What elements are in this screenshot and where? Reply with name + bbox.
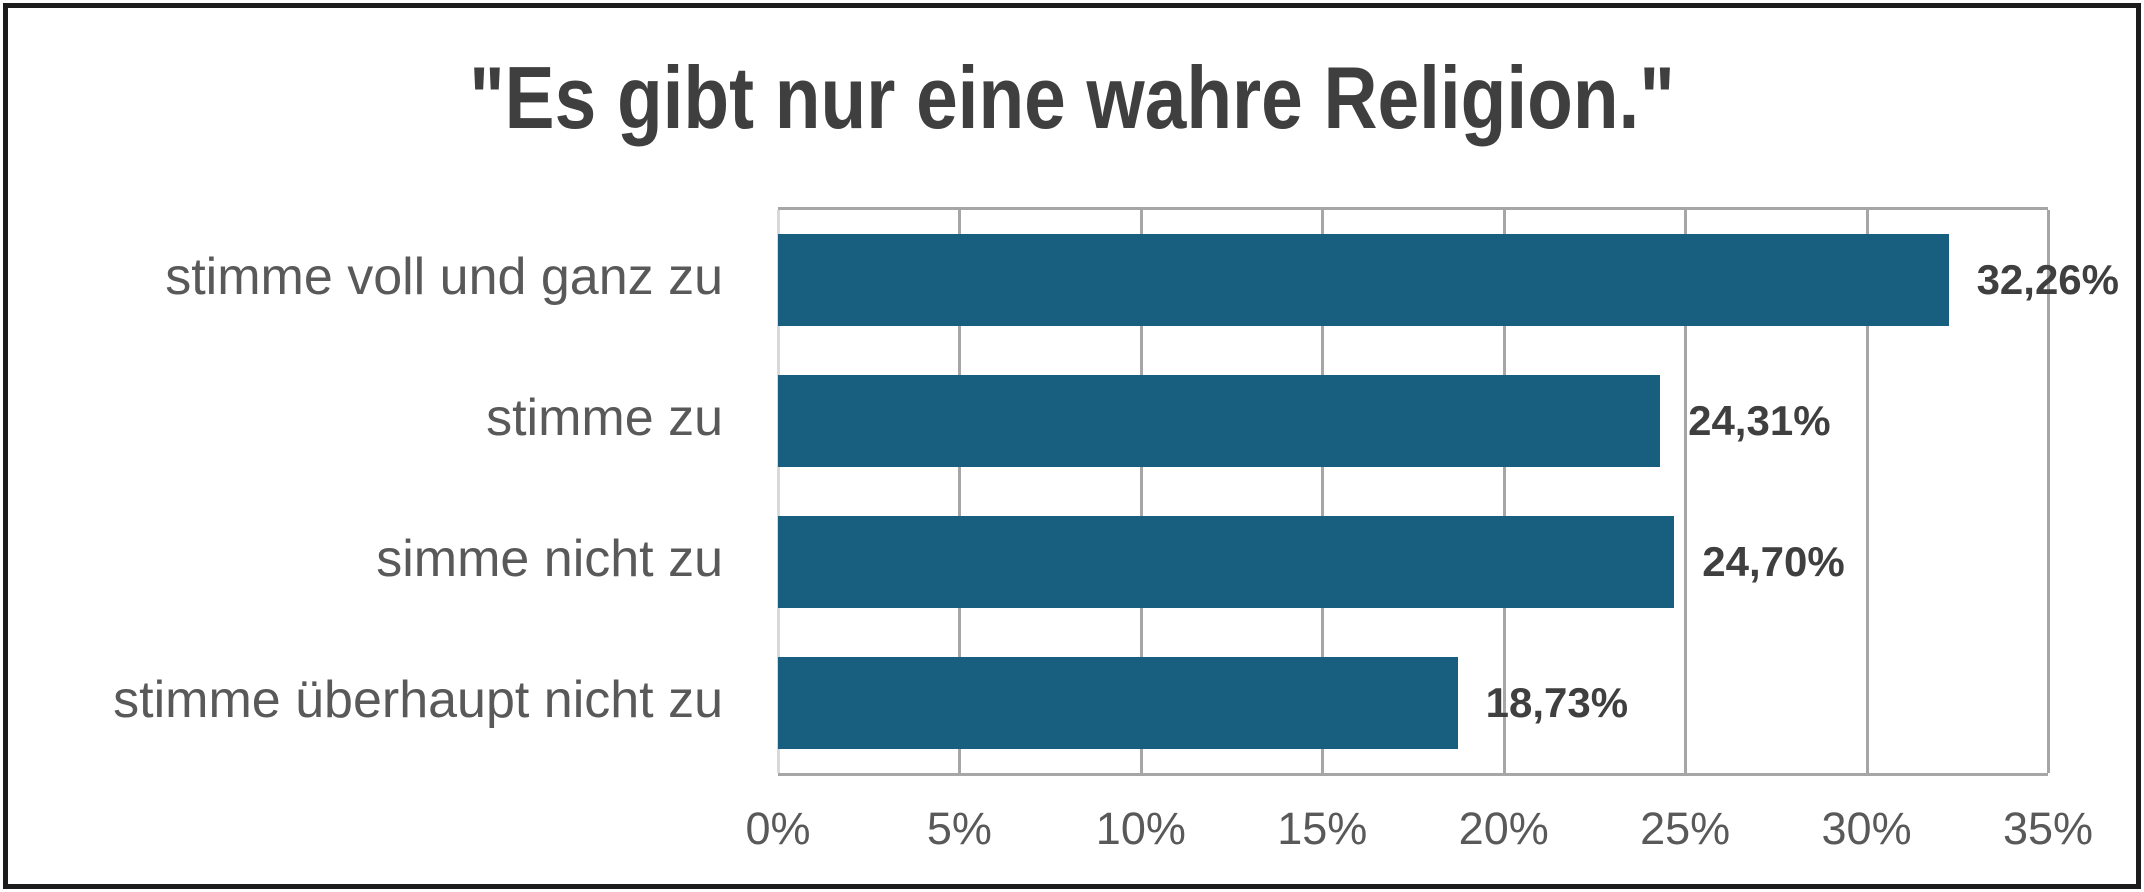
category-label-2: stimme zu	[486, 389, 723, 448]
gridline-25pct	[1684, 210, 1688, 773]
category-axis: stimme voll und ganz zu stimme zu simme ni…	[0, 207, 723, 770]
gridline-35pct	[2047, 210, 2050, 773]
chart-title: "Es gibt nur eine wahre Religion."	[469, 48, 1675, 147]
plot-area: 32,26% 24,31% 24,70% 18,73%	[777, 207, 2119, 776]
bar-4	[778, 656, 1458, 749]
gridline-30pct	[1865, 210, 1869, 773]
category-label-4: stimme überhaupt nicht zu	[113, 670, 723, 729]
gridline-0pct	[777, 210, 780, 773]
x-tick-35pct: 35%	[2002, 803, 2094, 854]
x-tick-15pct: 15%	[1277, 803, 1368, 854]
category-label-1: stimme voll und ganz zu	[165, 248, 723, 307]
gridline-15pct	[1321, 210, 1325, 773]
category-label-3: simme nicht zu	[376, 529, 723, 588]
gridline-20pct	[1502, 210, 1506, 773]
value-label-4: 18,73%	[1485, 678, 1629, 726]
value-label-2: 24,31%	[1688, 397, 1831, 445]
bar-1	[778, 234, 1949, 327]
gridline-5pct	[958, 210, 962, 773]
value-label-1: 32,26%	[1976, 256, 2120, 304]
value-label-3: 24,70%	[1702, 537, 1845, 585]
bar-3	[778, 515, 1675, 608]
x-tick-0pct: 0%	[745, 803, 811, 854]
x-tick-30pct: 30%	[1821, 803, 1912, 854]
x-tick-5pct: 5%	[926, 803, 992, 854]
bar-2	[778, 375, 1661, 468]
x-tick-20pct: 20%	[1458, 803, 1549, 854]
x-tick-10pct: 10%	[1095, 803, 1186, 854]
x-axis: 0% 5% 10% 15% 20% 25% 30% 35%	[745, 773, 2093, 873]
gridline-10pct	[1139, 210, 1143, 773]
x-tick-25pct: 25%	[1640, 803, 1731, 854]
